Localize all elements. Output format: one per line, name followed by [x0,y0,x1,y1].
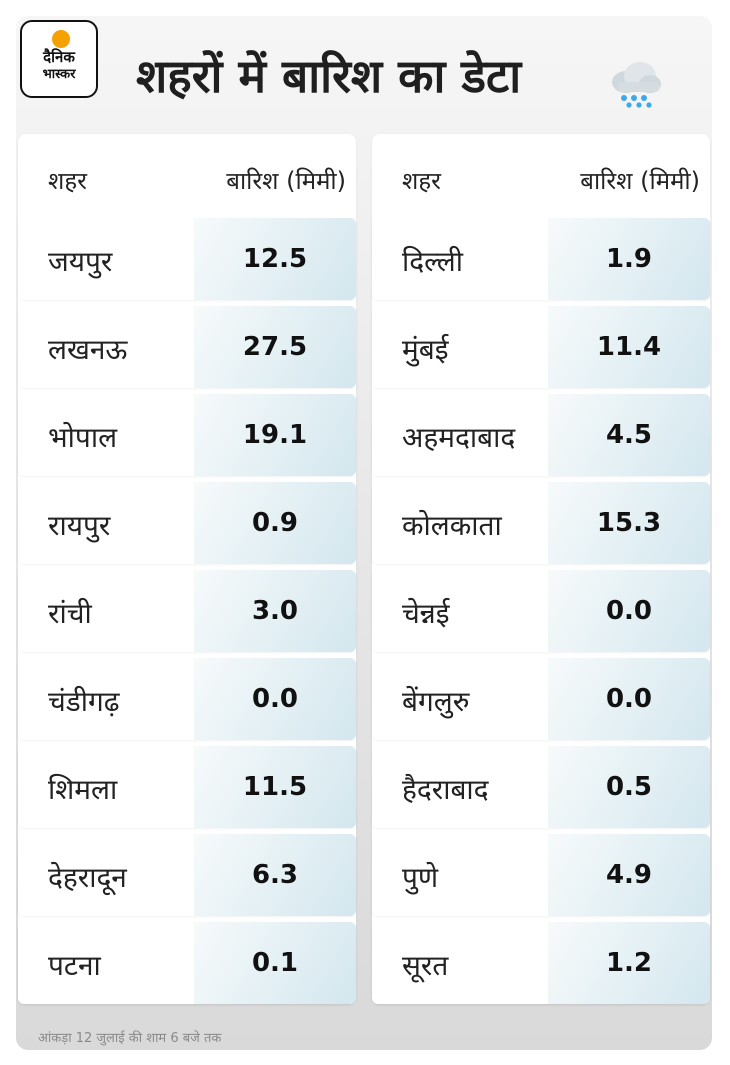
logo-sun-icon [52,30,70,48]
column-header-city: शहर [402,167,441,195]
table-header: शहर बारिश (मिमी) [18,134,356,218]
rain-value-cell: 0.5 [548,746,710,828]
infographic-card: दैनिक भास्कर शहरों में बारिश का डेटा शहर… [16,16,712,1050]
table-row: भोपाल 19.1 [18,394,356,476]
rain-cloud-icon [612,62,661,108]
table-row: जयपुर 12.5 [18,218,356,300]
rain-value-cell: 4.5 [548,394,710,476]
rain-value-cell: 19.1 [194,394,356,476]
city-name: रायपुर [48,509,111,542]
rain-value: 4.5 [605,420,653,450]
rain-value: 6.3 [251,860,299,890]
column-header-rain: बारिश (मिमी) [580,167,700,195]
rain-table-right: शहर बारिश (मिमी) दिल्ली 1.9 मुंबई 11.4 अहमदा… [372,134,710,1004]
table-row: रायपुर 0.9 [18,482,356,564]
rain-value: 0.0 [605,684,653,714]
table-row: दिल्ली 1.9 [372,218,710,300]
footnote: आंकड़ा 12 जुलाई की शाम 6 बजे तक [38,1031,222,1046]
rain-value: 0.0 [605,596,653,626]
city-name: देहरादून [48,861,127,894]
column-header-city: शहर [48,167,87,195]
rain-value-cell: 12.5 [194,218,356,300]
city-name: भोपाल [48,421,118,454]
rain-value: 0.1 [251,948,299,978]
rain-table-left: शहर बारिश (मिमी) जयपुर 12.5 लखनऊ 27.5 भोपाल 1… [18,134,356,1004]
rain-value: 19.1 [242,420,308,450]
rain-value-cell: 6.3 [194,834,356,916]
rain-value: 12.5 [242,244,308,274]
rain-value-cell: 11.5 [194,746,356,828]
city-name: पटना [48,949,101,982]
rain-value-cell: 1.9 [548,218,710,300]
page-title: शहरों में बारिश का डेटा [136,49,522,103]
logo-text-line1: दैनिक [43,48,75,66]
rain-value: 0.0 [251,684,299,714]
table-row: सूरत 1.2 [372,922,710,1004]
rain-value-cell: 1.2 [548,922,710,1004]
city-name: हैदराबाद [402,773,489,806]
rain-value-cell: 15.3 [548,482,710,564]
rain-value: 1.2 [605,948,653,978]
rain-value: 0.9 [251,508,299,538]
city-name: रांची [48,597,92,630]
header: दैनिक भास्कर शहरों में बारिश का डेटा [16,16,712,136]
city-name: कोलकाता [402,509,502,542]
city-name: चंडीगढ़ [48,685,120,718]
table-row: मुंबई 11.4 [372,306,710,388]
city-name: दिल्ली [402,245,463,278]
rain-value-cell: 3.0 [194,570,356,652]
logo-text-line2: भास्कर [42,67,76,82]
rain-value: 4.9 [605,860,653,890]
city-name: जयपुर [48,245,113,278]
rain-value: 11.5 [242,772,308,802]
table-row: देहरादून 6.3 [18,834,356,916]
city-name: चेन्नई [402,597,450,630]
table-row: चेन्नई 0.0 [372,570,710,652]
rain-value-cell: 27.5 [194,306,356,388]
column-header-rain: बारिश (मिमी) [226,167,346,195]
table-row: हैदराबाद 0.5 [372,746,710,828]
table-row: चंडीगढ़ 0.0 [18,658,356,740]
table-row: लखनऊ 27.5 [18,306,356,388]
rain-value: 11.4 [596,332,662,362]
city-name: लखनऊ [48,333,128,366]
city-name: सूरत [402,949,449,982]
rain-value: 1.9 [605,244,653,274]
table-row: पुणे 4.9 [372,834,710,916]
rain-value-cell: 4.9 [548,834,710,916]
brand-logo: दैनिक भास्कर [20,20,98,98]
city-name: अहमदाबाद [402,421,516,454]
rain-value: 15.3 [596,508,662,538]
city-name: पुणे [402,861,439,894]
city-name: मुंबई [402,333,449,366]
table-row: अहमदाबाद 4.5 [372,394,710,476]
rain-value-cell: 0.0 [194,658,356,740]
table-row: बेंगलुरु 0.0 [372,658,710,740]
rain-value-cell: 11.4 [548,306,710,388]
rain-value: 27.5 [242,332,308,362]
rain-value-cell: 0.9 [194,482,356,564]
city-name: शिमला [48,773,118,806]
rain-value-cell: 0.0 [548,658,710,740]
city-name: बेंगलुरु [402,685,470,718]
table-header: शहर बारिश (मिमी) [372,134,710,218]
rain-value-cell: 0.1 [194,922,356,1004]
table-row: शिमला 11.5 [18,746,356,828]
table-row: पटना 0.1 [18,922,356,1004]
rain-value: 3.0 [251,596,299,626]
table-row: रांची 3.0 [18,570,356,652]
rain-value-cell: 0.0 [548,570,710,652]
rain-value: 0.5 [605,772,653,802]
table-row: कोलकाता 15.3 [372,482,710,564]
